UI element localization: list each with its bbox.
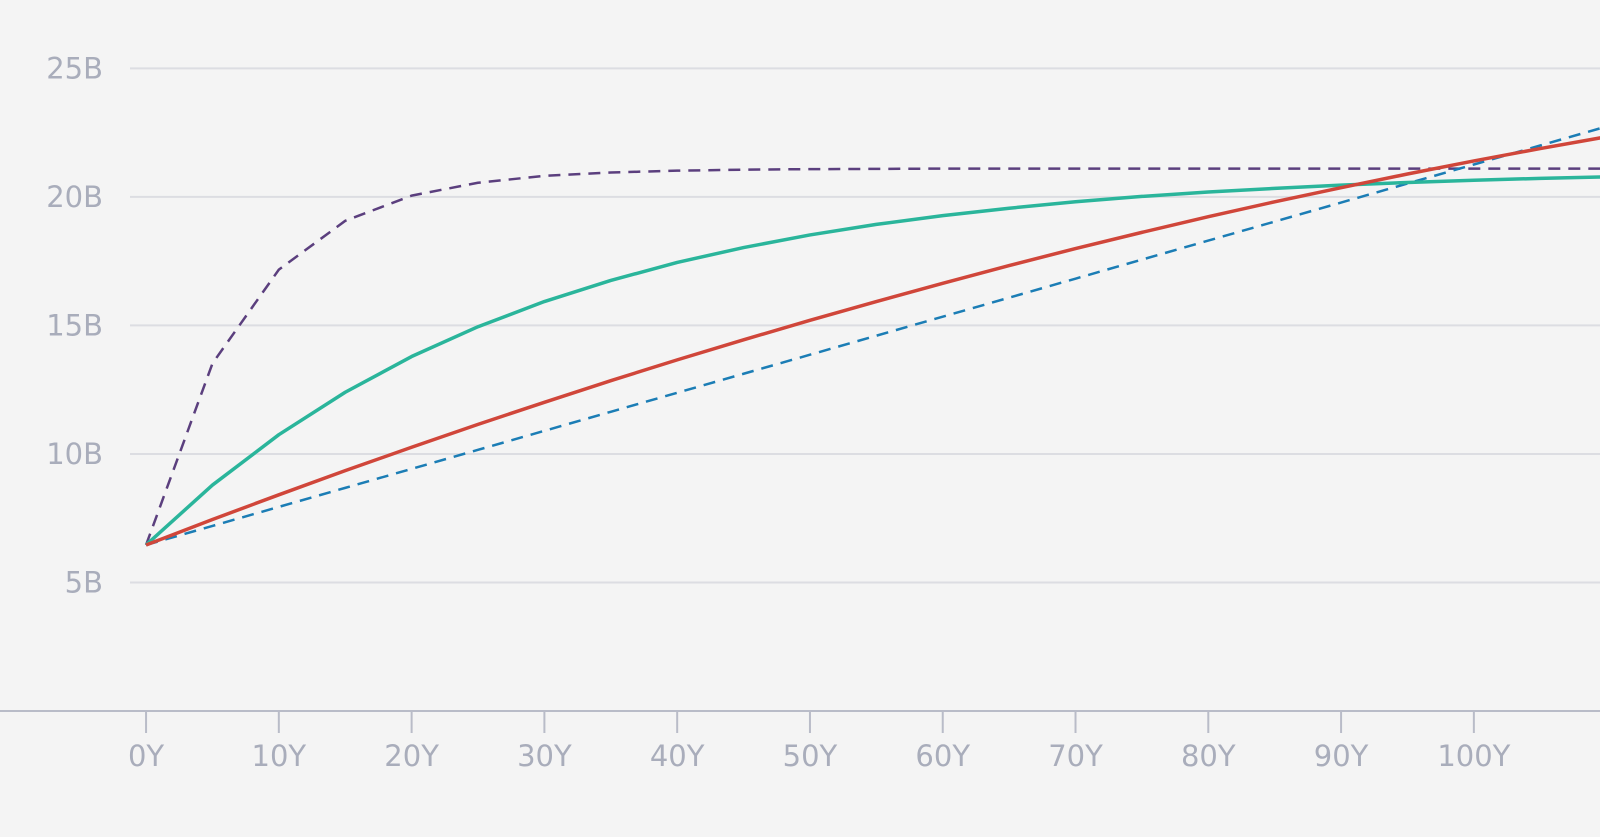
x-tick-label: 70Y <box>1048 739 1103 773</box>
x-tick-label: 20Y <box>384 739 439 773</box>
x-tick-label: 0Y <box>128 739 164 773</box>
y-tick-label: 20B <box>46 180 103 214</box>
y-tick-label: 25B <box>46 51 103 85</box>
y-tick-label: 5B <box>65 565 103 599</box>
x-tick-label: 10Y <box>252 739 307 773</box>
y-tick-label: 15B <box>46 308 103 342</box>
x-tick-label: 50Y <box>783 739 838 773</box>
x-tick-label: 30Y <box>517 739 572 773</box>
series-line <box>145 136 1600 547</box>
x-tick-label: 100Y <box>1437 739 1510 773</box>
x-tick-label: 40Y <box>650 739 705 773</box>
series-line <box>144 167 1600 546</box>
series-line <box>145 127 1600 547</box>
x-tick-label: 60Y <box>915 739 970 773</box>
x-tick-label: 80Y <box>1181 739 1236 773</box>
x-tick-label: 90Y <box>1314 739 1369 773</box>
y-tick-label: 10B <box>46 437 103 471</box>
